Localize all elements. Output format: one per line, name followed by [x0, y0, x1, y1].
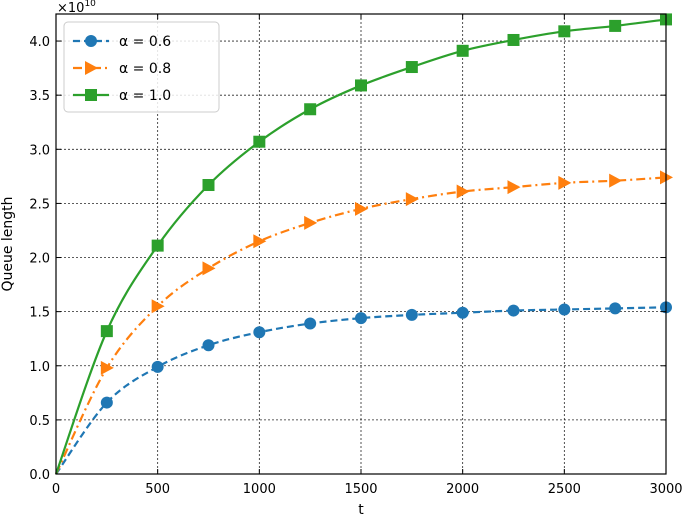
data-point	[304, 215, 318, 230]
data-point	[304, 103, 317, 116]
y-tick-label: 3.0	[29, 143, 50, 158]
data-point	[253, 135, 266, 148]
data-point	[253, 234, 267, 249]
data-point	[558, 303, 571, 316]
data-point	[355, 312, 367, 325]
series-1	[55, 301, 672, 475]
series-2	[55, 170, 673, 475]
legend-label: α = 0.8	[119, 61, 171, 77]
data-point	[151, 239, 164, 252]
x-tick-label: 3000	[649, 482, 682, 497]
legend: α = 0.6 α = 0.8 α = 1.0	[63, 21, 220, 113]
data-point	[202, 339, 215, 352]
x-tick-label: 2500	[548, 482, 581, 497]
y-exponent-label: ×1010	[57, 0, 96, 16]
data-point	[609, 173, 623, 188]
legend-item: α = 0.6	[73, 34, 171, 50]
y-tick-label: 2.5	[29, 197, 50, 212]
data-point	[558, 25, 571, 38]
data-point	[456, 306, 469, 319]
y-exponent-power: 10	[84, 0, 96, 9]
x-axis-title: t	[358, 502, 364, 517]
data-point	[609, 302, 622, 315]
x-tick-label: 0	[52, 482, 60, 497]
x-tick-label: 1500	[344, 482, 377, 497]
legend-marker	[85, 61, 98, 75]
legend-label: α = 0.6	[119, 34, 171, 50]
y-tick-label: 1.5	[29, 306, 50, 321]
data-point	[355, 79, 367, 92]
data-point	[456, 184, 470, 199]
x-tick-label: 1000	[243, 482, 276, 497]
legend-item: α = 0.8	[73, 61, 171, 77]
x-tick-label: 500	[145, 482, 170, 497]
series-3	[54, 13, 672, 475]
y-tick-label: 2.0	[29, 252, 50, 267]
legend-marker	[85, 35, 97, 47]
data-point	[202, 261, 216, 276]
ticks: 0 500 1000 1500 2000 2500 3000 0.0 0.5 1.0 1.5 2.0 2…	[29, 14, 683, 497]
legend-box	[63, 21, 220, 113]
data-point	[100, 396, 113, 409]
data-point	[609, 19, 622, 32]
data-point	[507, 33, 520, 46]
data-point	[558, 175, 572, 190]
y-tick-label: 3.5	[29, 89, 50, 104]
data-point	[405, 192, 419, 207]
data-point	[151, 299, 165, 314]
data-point	[304, 317, 317, 330]
data-point	[355, 201, 368, 216]
data-point	[151, 360, 164, 373]
data-point	[202, 179, 215, 192]
y-tick-label: 1.0	[29, 360, 50, 375]
legend-label: α = 1.0	[119, 88, 171, 104]
data-point	[405, 308, 418, 321]
data-point	[100, 360, 114, 375]
data-point	[100, 325, 113, 338]
data-point	[456, 44, 469, 57]
x-tick-label: 2000	[446, 482, 479, 497]
series-layer	[54, 13, 673, 475]
y-axis-title: Queue length	[0, 196, 16, 291]
legend-item: α = 1.0	[73, 88, 171, 104]
legend-marker	[85, 89, 97, 101]
data-point	[253, 326, 266, 339]
data-point	[507, 180, 521, 195]
y-tick-label: 0.5	[29, 414, 50, 429]
y-tick-label: 4.0	[29, 35, 50, 50]
data-point	[405, 61, 418, 74]
y-tick-label: 0.0	[29, 468, 50, 483]
data-point	[507, 304, 520, 317]
